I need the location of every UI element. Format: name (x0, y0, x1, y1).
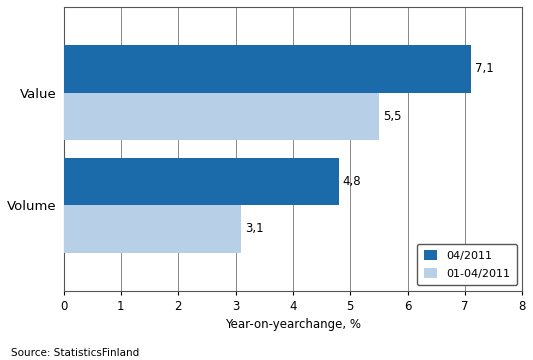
Text: 4,8: 4,8 (343, 175, 361, 188)
Legend: 04/2011, 01-04/2011: 04/2011, 01-04/2011 (417, 244, 517, 285)
Text: Source: StatisticsFinland: Source: StatisticsFinland (11, 348, 139, 359)
X-axis label: Year-on-yearchange, %: Year-on-yearchange, % (225, 319, 361, 332)
Bar (63, 45, 471, 93)
Bar (63, 205, 241, 253)
Text: 7,1: 7,1 (475, 62, 494, 75)
Bar (63, 93, 379, 140)
Text: 3,1: 3,1 (245, 222, 264, 235)
Bar (63, 158, 339, 205)
Text: 5,5: 5,5 (383, 110, 401, 123)
